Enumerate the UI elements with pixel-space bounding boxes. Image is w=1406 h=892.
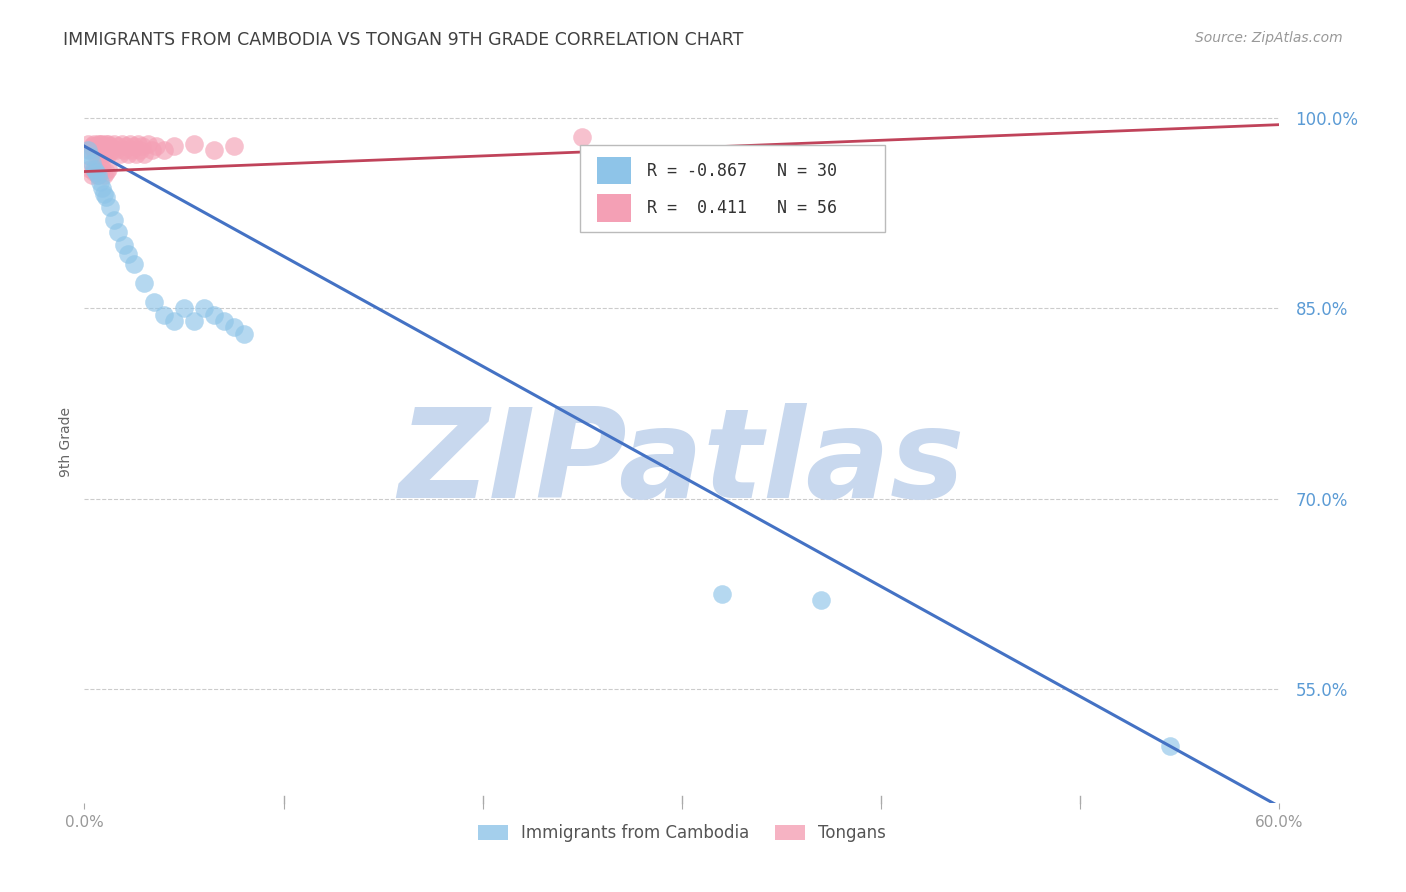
Point	[87, 169, 110, 183]
Point	[163, 139, 186, 153]
Point	[91, 161, 114, 176]
Point	[121, 143, 143, 157]
Text: ZIPatlas: ZIPatlas	[399, 402, 965, 524]
Point	[117, 247, 139, 261]
Text: R =  0.411   N = 56: R = 0.411 N = 56	[647, 199, 837, 217]
Point	[232, 326, 254, 341]
Point	[86, 164, 108, 178]
Point	[83, 143, 105, 157]
Point	[103, 212, 125, 227]
Point	[101, 143, 124, 157]
FancyBboxPatch shape	[598, 194, 630, 221]
Point	[79, 161, 101, 176]
Point	[122, 139, 145, 153]
Point	[82, 155, 104, 169]
Point	[810, 593, 832, 607]
Point	[122, 257, 145, 271]
Point	[93, 187, 115, 202]
Point	[153, 308, 176, 322]
Point	[87, 169, 110, 183]
Point	[79, 143, 101, 157]
Point	[183, 314, 205, 328]
Point	[105, 143, 128, 157]
Text: R = -0.867   N = 30: R = -0.867 N = 30	[647, 161, 837, 179]
Point	[91, 136, 114, 151]
Point	[710, 587, 733, 601]
Point	[136, 136, 159, 151]
Point	[103, 136, 125, 151]
Point	[212, 314, 235, 328]
Point	[183, 136, 205, 151]
Point	[86, 146, 108, 161]
FancyBboxPatch shape	[598, 157, 630, 185]
Point	[89, 175, 111, 189]
Point	[89, 164, 111, 178]
Point	[97, 146, 120, 161]
Legend: Immigrants from Cambodia, Tongans: Immigrants from Cambodia, Tongans	[471, 817, 893, 848]
Point	[96, 164, 118, 178]
Point	[79, 149, 101, 163]
Point	[127, 136, 149, 151]
Point	[97, 136, 120, 151]
Point	[145, 139, 167, 153]
Point	[222, 320, 245, 334]
Point	[153, 143, 176, 157]
Point	[110, 146, 132, 161]
Point	[202, 143, 225, 157]
Point	[98, 200, 121, 214]
Point	[112, 238, 135, 252]
Point	[111, 136, 134, 151]
Point	[93, 146, 115, 161]
Point	[117, 146, 139, 161]
Point	[93, 139, 115, 153]
Point	[125, 146, 148, 161]
Point	[193, 301, 215, 316]
Point	[96, 143, 118, 157]
Point	[222, 139, 245, 153]
Point	[91, 181, 114, 195]
Point	[132, 276, 156, 290]
Y-axis label: 9th Grade: 9th Grade	[59, 407, 73, 476]
Point	[129, 143, 152, 157]
Point	[97, 161, 120, 176]
Text: IMMIGRANTS FROM CAMBODIA VS TONGAN 9TH GRADE CORRELATION CHART: IMMIGRANTS FROM CAMBODIA VS TONGAN 9TH G…	[63, 31, 744, 49]
Point	[143, 295, 166, 310]
Point	[89, 136, 111, 151]
Point	[571, 130, 593, 145]
Point	[107, 139, 129, 153]
Point	[83, 164, 105, 178]
Point	[163, 314, 186, 328]
Point	[96, 136, 118, 151]
Point	[202, 308, 225, 322]
Point	[98, 139, 121, 153]
Text: Source: ZipAtlas.com: Source: ZipAtlas.com	[1195, 31, 1343, 45]
Point	[112, 143, 135, 157]
Point	[91, 143, 114, 157]
Point	[77, 143, 100, 157]
Point	[87, 136, 110, 151]
Point	[82, 139, 104, 153]
Point	[120, 136, 142, 151]
Point	[83, 136, 105, 151]
FancyBboxPatch shape	[581, 145, 886, 232]
Point	[86, 139, 108, 153]
Point	[1159, 739, 1181, 753]
Point	[89, 146, 111, 161]
Point	[107, 226, 129, 240]
Point	[93, 169, 115, 183]
Point	[83, 161, 105, 176]
Point	[96, 190, 118, 204]
Point	[77, 136, 100, 151]
Point	[141, 143, 163, 157]
Point	[82, 169, 104, 183]
Point	[132, 146, 156, 161]
Point	[86, 161, 108, 176]
Point	[173, 301, 195, 316]
Point	[87, 143, 110, 157]
Point	[115, 139, 138, 153]
Point	[131, 139, 153, 153]
